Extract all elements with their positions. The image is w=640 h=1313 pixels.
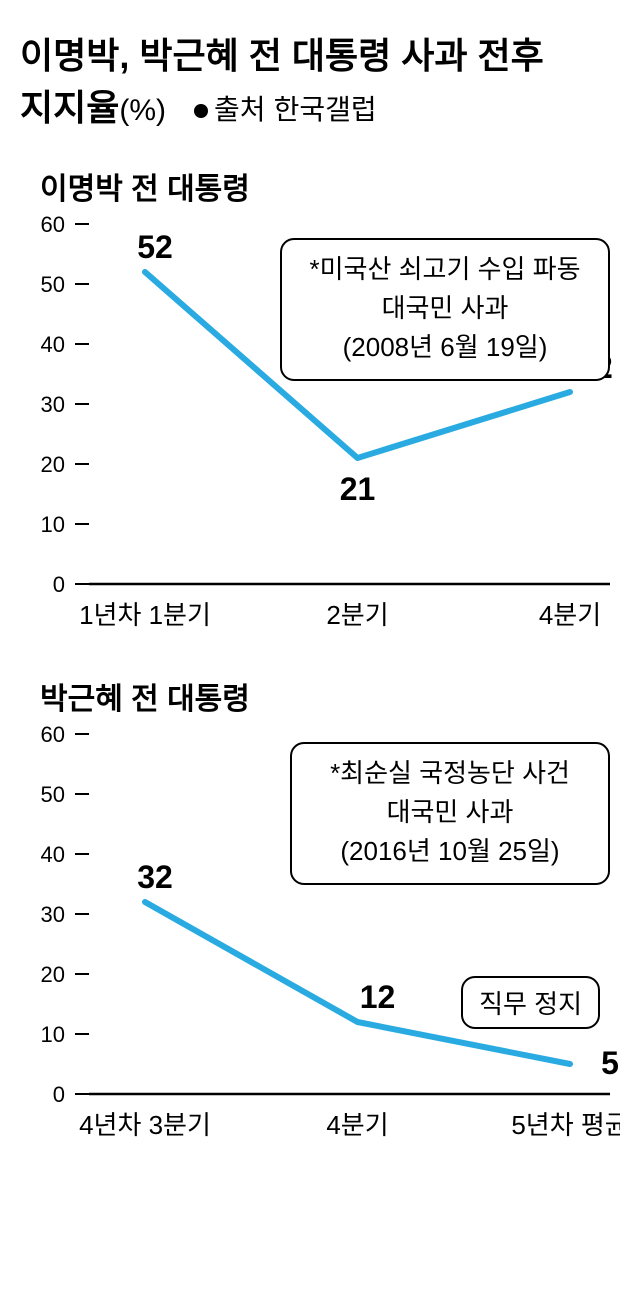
title-line-2: 지지율(%) 출처 한국갤럽 xyxy=(20,82,620,134)
chart2-small-note: 직무 정지 xyxy=(461,976,600,1029)
svg-text:1년차 1분기: 1년차 1분기 xyxy=(79,600,211,630)
svg-text:30: 30 xyxy=(41,392,65,417)
svg-text:50: 50 xyxy=(41,782,65,807)
svg-text:2분기: 2분기 xyxy=(326,600,388,630)
chart2-title: 박근혜 전 대통령 xyxy=(40,674,620,718)
chart2-note-line3: (2016년 10월 25일) xyxy=(306,832,594,871)
svg-text:50: 50 xyxy=(41,272,65,297)
svg-text:32: 32 xyxy=(137,859,173,895)
chart1-note-line2: 대국민 사과 xyxy=(296,289,594,328)
chart2-note-box: *최순실 국정농단 사건 대국민 사과 (2016년 10월 25일) xyxy=(290,742,610,885)
bullet-icon xyxy=(194,104,208,118)
source-label: 출처 xyxy=(214,90,266,131)
svg-text:40: 40 xyxy=(41,332,65,357)
svg-text:30: 30 xyxy=(41,902,65,927)
infographic: 이명박, 박근혜 전 대통령 사과 전후 지지율(%) 출처 한국갤럽 이명박 … xyxy=(0,0,640,1194)
svg-text:20: 20 xyxy=(41,452,65,477)
title-block: 이명박, 박근혜 전 대통령 사과 전후 지지율(%) 출처 한국갤럽 xyxy=(20,30,620,134)
svg-text:5년차 평균: 5년차 평균 xyxy=(511,1110,620,1140)
svg-text:60: 60 xyxy=(41,724,65,747)
svg-text:4분기: 4분기 xyxy=(326,1110,388,1140)
chart2-block: 박근혜 전 대통령 0 10 20 30 40 50 60 4년차 3분기 4분기 5년차 평균 3… xyxy=(20,674,620,1154)
svg-text:52: 52 xyxy=(137,229,173,265)
title-unit: (%) xyxy=(119,94,166,127)
chart1-wrap: 01020304050601년차 1분기2분기4분기522132 *미국산 쇠고… xyxy=(20,214,620,644)
title-line-1: 이명박, 박근혜 전 대통령 사과 전후 xyxy=(20,30,620,82)
chart1-note-box: *미국산 쇠고기 수입 파동 대국민 사과 (2008년 6월 19일) xyxy=(280,238,610,381)
svg-text:10: 10 xyxy=(41,512,65,537)
svg-text:20: 20 xyxy=(41,962,65,987)
svg-text:21: 21 xyxy=(340,471,376,507)
svg-text:40: 40 xyxy=(41,842,65,867)
svg-text:4년차 3분기: 4년차 3분기 xyxy=(79,1110,211,1140)
svg-text:0: 0 xyxy=(53,1082,65,1107)
chart1-block: 이명박 전 대통령 0 10 20 30 40 50 60 1년차 1분기 2분기 4분기 52 21… xyxy=(20,164,620,644)
chart1-note-line1: *미국산 쇠고기 수입 파동 xyxy=(296,250,594,289)
source-value: 한국갤럽 xyxy=(274,90,377,131)
chart1-title: 이명박 전 대통령 xyxy=(40,164,620,208)
chart2-wrap: 0 10 20 30 40 50 60 4년차 3분기 4분기 5년차 평균 32 12 5 *최순실 … xyxy=(20,724,620,1154)
svg-text:60: 60 xyxy=(41,214,65,237)
svg-text:0: 0 xyxy=(53,572,65,597)
chart1-note-line3: (2008년 6월 19일) xyxy=(296,328,594,367)
svg-text:12: 12 xyxy=(360,979,396,1015)
svg-text:10: 10 xyxy=(41,1022,65,1047)
svg-text:4분기: 4분기 xyxy=(539,600,601,630)
chart2-note-line1: *최순실 국정농단 사건 xyxy=(306,754,594,793)
svg-text:5: 5 xyxy=(601,1045,619,1081)
title-line-2-strong: 지지율 xyxy=(20,87,119,128)
source-row: 출처 한국갤럽 xyxy=(194,90,377,131)
chart2-note-line2: 대국민 사과 xyxy=(306,793,594,832)
